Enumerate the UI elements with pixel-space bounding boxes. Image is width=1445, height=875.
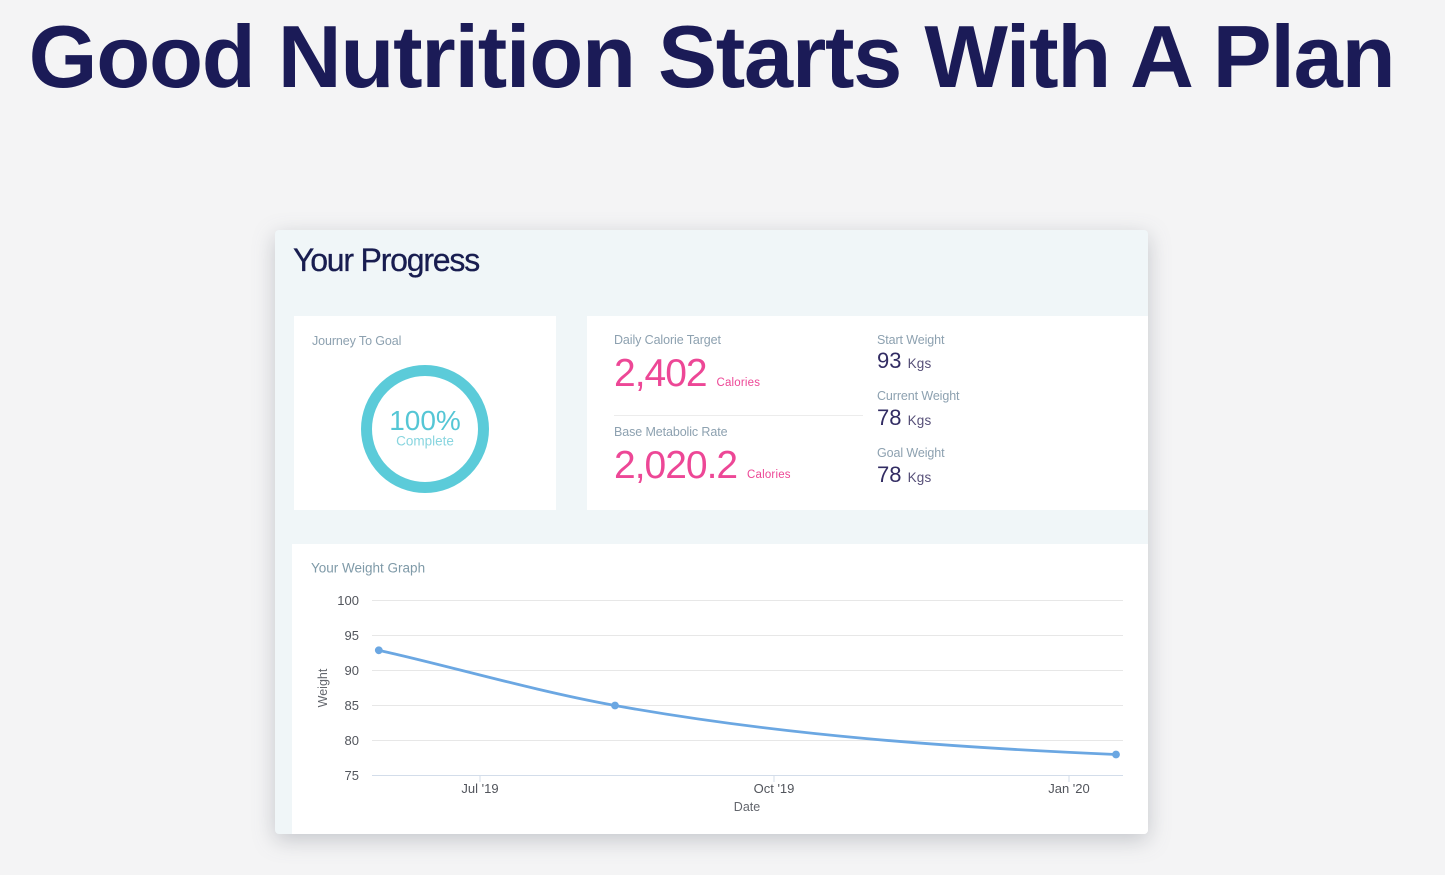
svg-text:100%: 100% xyxy=(389,405,461,436)
svg-text:85: 85 xyxy=(345,698,359,713)
svg-text:90: 90 xyxy=(345,663,359,678)
svg-text:Date: Date xyxy=(734,800,760,814)
svg-text:80: 80 xyxy=(345,733,359,748)
svg-text:100: 100 xyxy=(337,593,359,608)
svg-text:Jul '19: Jul '19 xyxy=(461,781,498,796)
svg-text:Oct '19: Oct '19 xyxy=(754,781,795,796)
svg-text:Weight: Weight xyxy=(316,668,330,707)
svg-text:75: 75 xyxy=(345,768,359,783)
svg-text:Your Weight Graph: Your Weight Graph xyxy=(311,561,425,576)
svg-text:Complete: Complete xyxy=(396,433,454,448)
svg-text:Jan '20: Jan '20 xyxy=(1048,781,1090,796)
svg-text:95: 95 xyxy=(345,628,359,643)
